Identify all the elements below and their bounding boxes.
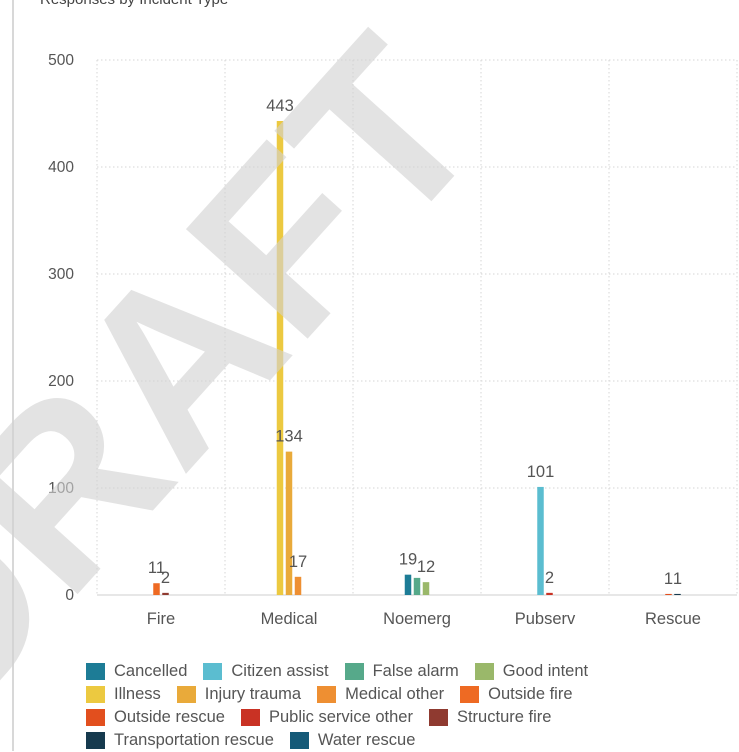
legend-label: Citizen assist [231, 662, 329, 680]
y-tick-label: 300 [48, 266, 74, 283]
legend-swatch [460, 686, 480, 703]
x-tick-label: Pubserv [515, 610, 576, 628]
legend-swatch [240, 709, 260, 726]
data-label: 101 [527, 463, 555, 481]
legend-label: Transportation rescue [114, 731, 274, 749]
y-tick-label: 200 [48, 373, 74, 390]
legend-label: Illness [114, 685, 161, 703]
data-label: 19 [399, 551, 417, 569]
legend-label: Medical other [345, 685, 445, 703]
bar [413, 577, 421, 595]
legend-swatch [86, 686, 105, 703]
x-tick-label: Noemerg [383, 610, 451, 628]
legend-swatch [317, 686, 337, 703]
bar [285, 451, 293, 595]
data-label: 2 [161, 569, 170, 587]
legend-item[interactable]: Public service other [240, 708, 413, 727]
y-tick-label: 100 [48, 480, 74, 497]
legend-row: Illness Injury trauma Medical other Outside… [86, 683, 726, 706]
data-label: 17 [289, 553, 307, 571]
legend-item[interactable]: Structure fire [428, 708, 552, 727]
bar [546, 592, 553, 595]
data-label: 12 [417, 558, 435, 576]
legend-swatch [203, 663, 223, 680]
legend-label: Injury trauma [204, 685, 302, 703]
data-label: 11 [148, 559, 165, 577]
legend-item[interactable]: Medical other [317, 685, 444, 704]
bar [537, 486, 544, 595]
bar [422, 582, 430, 595]
legend-swatch [86, 663, 105, 680]
data-label: 1 [673, 570, 682, 588]
legend-item[interactable]: Injury trauma [176, 685, 302, 704]
legend-swatch [176, 686, 196, 703]
data-label: 2 [545, 569, 554, 587]
legend-label: Good intent [502, 662, 589, 680]
legend-label: Outside fire [488, 685, 573, 703]
y-tick-label: 500 [48, 52, 74, 69]
x-tick-label: Medical [261, 610, 318, 628]
legend-item[interactable]: Good intent [474, 662, 589, 681]
data-label: 134 [275, 428, 303, 446]
legend-label: Public service other [268, 708, 413, 726]
bar-chart: 0 100 200 300 400 500 Fire Medical Noemerg Pubser… [48, 52, 738, 628]
legend-swatch [474, 663, 494, 680]
bar [674, 593, 681, 595]
legend-item[interactable]: Illness [86, 685, 161, 704]
legend-item[interactable]: Outside rescue [86, 708, 225, 727]
data-label: 443 [266, 97, 294, 115]
legend-item[interactable]: Outside fire [460, 685, 573, 704]
chart-legend: Cancelled Citizen assist False alarm Good i… [86, 660, 726, 752]
legend-item[interactable]: Cancelled [86, 662, 187, 681]
bar [294, 576, 302, 595]
y-tick-label: 400 [48, 159, 74, 176]
x-tick-label: Fire [147, 610, 175, 628]
legend-swatch [86, 709, 105, 726]
bar [404, 574, 412, 595]
legend-swatch [428, 709, 448, 726]
legend-item[interactable]: Transportation rescue [86, 731, 274, 750]
bar [276, 120, 284, 596]
legend-label: Cancelled [114, 662, 188, 680]
legend-row: Transportation rescue Water rescue [86, 729, 726, 752]
bar [665, 593, 672, 595]
legend-swatch [289, 732, 309, 749]
x-tick-label: Rescue [645, 610, 701, 628]
bar [153, 583, 160, 595]
y-tick-label: 0 [65, 587, 74, 604]
legend-item[interactable]: False alarm [344, 662, 459, 681]
bar [162, 592, 169, 595]
legend-label: Outside rescue [114, 708, 225, 726]
page-left-divider [12, 0, 14, 751]
legend-swatch [86, 732, 105, 749]
legend-label: Structure fire [456, 708, 552, 726]
legend-row: Cancelled Citizen assist False alarm Good i… [86, 660, 726, 683]
legend-label: Water rescue [317, 731, 416, 749]
legend-label: False alarm [372, 662, 459, 680]
chart-title: Responses by Incident Type [40, 0, 228, 8]
legend-swatch [344, 663, 364, 680]
legend-row: Outside rescue Public service other Struct… [86, 706, 726, 729]
data-label: 1 [664, 570, 673, 588]
legend-item[interactable]: Water rescue [289, 731, 416, 750]
legend-item[interactable]: Citizen assist [203, 662, 329, 681]
